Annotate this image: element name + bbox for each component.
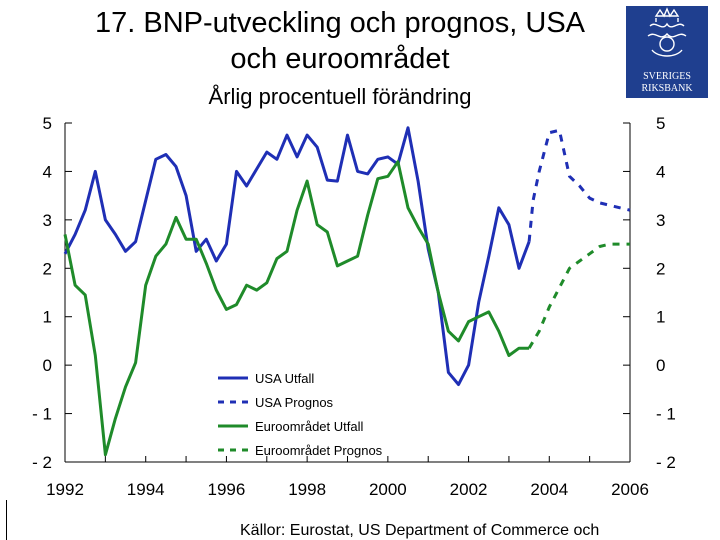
chart-subtitle: Årlig procentuell förändring: [208, 84, 472, 109]
y-tick-label-right: 0: [656, 356, 665, 375]
series-line-0: [63, 126, 531, 386]
y-tick-label-right: - 2: [656, 453, 676, 472]
legend-label-0: USA Utfall: [255, 371, 314, 386]
chart-title-line1: 17. BNP-utveckling och prognos, USA: [94, 7, 586, 39]
x-tick-label: 1998: [288, 480, 326, 499]
y-tick-label-right: 3: [656, 211, 665, 230]
y-tick-label-left: - 2: [32, 453, 52, 472]
x-tick-label: 1992: [46, 480, 84, 499]
legend-label-1: USA Prognos: [255, 395, 334, 410]
y-tick-label-left: 2: [43, 259, 52, 278]
x-tick-label: 1996: [208, 480, 246, 499]
legend-label-3: Euroområdet Prognos: [255, 443, 383, 458]
y-tick-label-right: 1: [656, 308, 665, 327]
slide-edge-line: [6, 500, 7, 540]
y-tick-label-right: 5: [656, 114, 665, 133]
y-tick-label-left: 4: [43, 162, 52, 181]
x-tick-label: 2000: [369, 480, 407, 499]
y-tick-label-right: 4: [656, 162, 665, 181]
y-tick-label-right: 2: [656, 259, 665, 278]
riksbank-logo: SVERIGES RIKSBANK: [626, 6, 708, 98]
crown-emblem-icon: [647, 7, 687, 57]
legend-label-2: Euroområdet Utfall: [255, 419, 363, 434]
source-note: Källor: Eurostat, US Department of Comme…: [240, 522, 600, 539]
logo-text-line1: SVERIGES: [643, 71, 691, 82]
x-tick-label: 2004: [530, 480, 568, 499]
y-tick-label-left: 1: [43, 308, 52, 327]
x-tick-label: 1994: [127, 480, 165, 499]
x-tick-label: 2006: [611, 480, 649, 499]
logo-text-line2: RIKSBANK: [641, 83, 693, 94]
chart-title-line2: och euroområdet: [230, 43, 450, 75]
y-tick-label-left: 0: [43, 356, 52, 375]
y-tick-label-left: 5: [43, 114, 52, 133]
x-tick-label: 2002: [450, 480, 488, 499]
series-line-3: [527, 242, 630, 349]
y-tick-label-left: 3: [43, 211, 52, 230]
series-line-2: [63, 160, 530, 457]
series-line-1: [527, 128, 631, 242]
y-tick-label-right: - 1: [656, 405, 676, 424]
y-tick-label-left: - 1: [32, 405, 52, 424]
